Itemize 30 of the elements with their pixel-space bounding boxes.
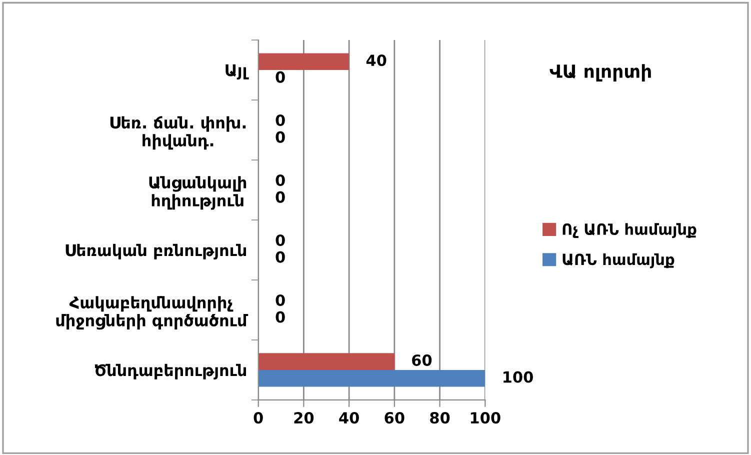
data-label: 0 — [276, 174, 285, 186]
legend-label: Ոչ ԱՌՆ համայնք — [562, 223, 696, 238]
y-tick-label: Սեռ. ճան. փոխ. հիվանդ. — [110, 116, 246, 150]
data-label: 0 — [276, 191, 285, 203]
x-tick-label: 60 — [384, 412, 404, 424]
x-tick-label: 80 — [430, 412, 450, 424]
x-tick-label: 0 — [254, 412, 263, 424]
y-tick-label: Այլ — [226, 64, 249, 80]
bar — [258, 353, 394, 370]
x-tick-label: 100 — [470, 412, 500, 424]
legend-label: ԱՌՆ համայնք — [562, 253, 674, 268]
data-label: 0 — [276, 311, 285, 323]
bar — [258, 53, 350, 70]
data-label: 0 — [276, 131, 285, 143]
y-tick-label: Անցանկալի հղիություն — [149, 176, 246, 210]
data-label: 40 — [366, 54, 386, 66]
data-label: 100 — [504, 371, 533, 383]
data-label: 0 — [276, 71, 285, 83]
y-tick-label: Ծննդաբերություն — [94, 364, 246, 380]
data-label: 0 — [276, 251, 285, 263]
x-tick-label: 20 — [294, 412, 314, 424]
data-label: 0 — [276, 114, 285, 126]
data-label: 60 — [412, 354, 432, 366]
y-tick-label: Հակաբեղմնավորիչ միջոցների գործածում — [56, 296, 248, 330]
data-label: 0 — [276, 234, 285, 246]
y-tick-label: Սեռական բռնություն — [66, 244, 246, 260]
bar — [258, 370, 486, 387]
text: ՎԱ ոլորտի — [550, 64, 651, 82]
x-tick-label: 40 — [339, 412, 359, 424]
data-label: 0 — [276, 294, 285, 306]
